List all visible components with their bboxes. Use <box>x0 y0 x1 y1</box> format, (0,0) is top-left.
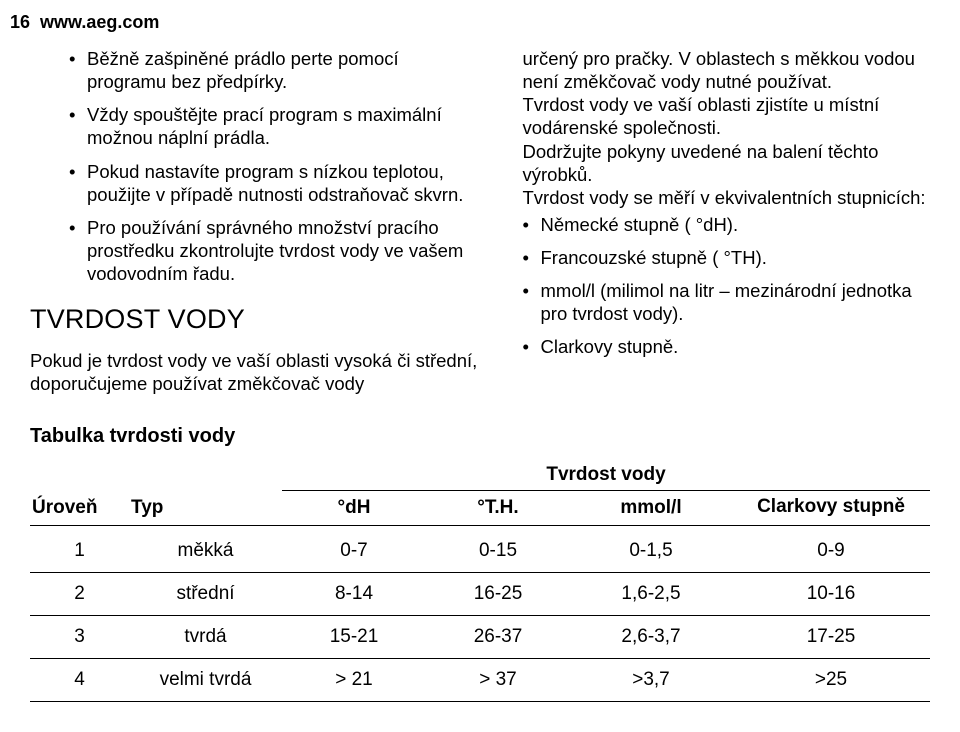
col-header-type: Typ <box>129 491 282 526</box>
page-header: 16 www.aeg.com <box>10 12 930 33</box>
water-hardness-table: Tvrdost vody Úroveň Typ °dH °T.H. mmol/l… <box>30 458 930 702</box>
list-item: Clarkovy stupně. <box>523 335 931 358</box>
col-header-level: Úroveň <box>30 491 129 526</box>
cell-th: 26-37 <box>426 616 570 659</box>
table-heading: Tabulka tvrdosti vody <box>30 425 930 448</box>
cell-level: 3 <box>30 616 129 659</box>
paragraph: Pokud je tvrdost vody ve vaší oblasti vy… <box>30 349 483 395</box>
cell-clarkov: 10-16 <box>732 573 930 616</box>
cell-dh: 8-14 <box>282 573 426 616</box>
table-row: 4 velmi tvrdá > 21 > 37 >3,7 >25 <box>30 659 930 702</box>
list-item: Pokud nastavíte program s nízkou teploto… <box>69 160 483 206</box>
cell-mmol: 1,6-2,5 <box>570 573 732 616</box>
cell-type: střední <box>129 573 282 616</box>
cell-th: > 37 <box>426 659 570 702</box>
cell-th: 0-15 <box>426 526 570 573</box>
list-item: mmol/l (milimol na litr – mezinárodní je… <box>523 279 931 325</box>
cell-type: velmi tvrdá <box>129 659 282 702</box>
cell-level: 1 <box>30 526 129 573</box>
table-row: 1 měkká 0-7 0-15 0-1,5 0-9 <box>30 526 930 573</box>
table-row: 2 střední 8-14 16-25 1,6-2,5 10-16 <box>30 573 930 616</box>
list-item: Běžně zašpiněné prádlo perte pomocí prog… <box>69 47 483 93</box>
cell-type: tvrdá <box>129 616 282 659</box>
list-item: Pro používání správného množství pracího… <box>69 216 483 285</box>
cell-clarkov: 0-9 <box>732 526 930 573</box>
cell-dh: > 21 <box>282 659 426 702</box>
cell-mmol: 0-1,5 <box>570 526 732 573</box>
table-group-header-row: Tvrdost vody <box>30 458 930 491</box>
section-heading: TVRDOST VODY <box>30 303 483 337</box>
cell-type: měkká <box>129 526 282 573</box>
table-row: 3 tvrdá 15-21 26-37 2,6-3,7 17-25 <box>30 616 930 659</box>
cell-level: 2 <box>30 573 129 616</box>
cell-dh: 0-7 <box>282 526 426 573</box>
cell-th: 16-25 <box>426 573 570 616</box>
intro-paragraph: určený pro pračky. V oblastech s měkkou … <box>523 47 931 209</box>
two-column-layout: Běžně zašpiněné prádlo perte pomocí prog… <box>30 47 930 403</box>
table-sub-header-row: Úroveň Typ °dH °T.H. mmol/l Clarkovy stu… <box>30 491 930 526</box>
left-bullet-list: Běžně zašpiněné prádlo perte pomocí prog… <box>69 47 483 285</box>
cell-mmol: >3,7 <box>570 659 732 702</box>
cell-level: 4 <box>30 659 129 702</box>
cell-clarkov: >25 <box>732 659 930 702</box>
table-body: 1 měkká 0-7 0-15 0-1,5 0-9 2 střední 8-1… <box>30 526 930 702</box>
right-bullet-list: Německé stupně ( °dH). Francouzské stupn… <box>523 213 931 359</box>
col-header-th: °T.H. <box>426 491 570 526</box>
right-column: určený pro pračky. V oblastech s měkkou … <box>523 47 931 403</box>
header-url: www.aeg.com <box>40 12 159 32</box>
left-column: Běžně zašpiněné prádlo perte pomocí prog… <box>30 47 483 403</box>
cell-mmol: 2,6-3,7 <box>570 616 732 659</box>
page-number: 16 <box>10 12 30 32</box>
group-header-cell: Tvrdost vody <box>282 458 930 491</box>
col-header-clarkov: Clarkovy stupně <box>732 491 930 526</box>
cell-dh: 15-21 <box>282 616 426 659</box>
list-item: Německé stupně ( °dH). <box>523 213 931 236</box>
col-header-dh: °dH <box>282 491 426 526</box>
list-item: Francouzské stupně ( °TH). <box>523 246 931 269</box>
list-item: Vždy spouštějte prací program s maximáln… <box>69 103 483 149</box>
cell-clarkov: 17-25 <box>732 616 930 659</box>
col-header-mmol: mmol/l <box>570 491 732 526</box>
